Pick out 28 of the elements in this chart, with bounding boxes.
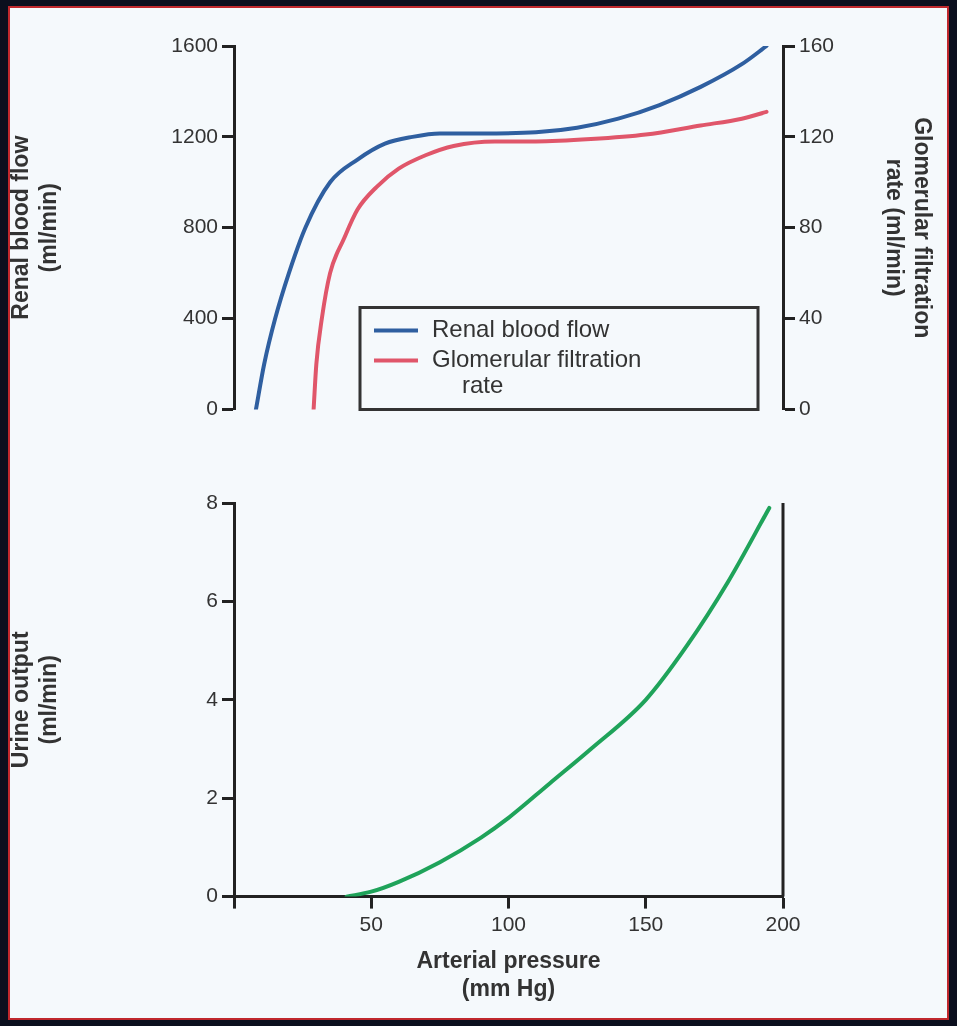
y-tick-label: 1200 bbox=[171, 123, 218, 147]
y-tick-label: 0 bbox=[206, 396, 218, 420]
y-tick-label: 800 bbox=[182, 214, 218, 238]
y2-tick-label: 80 bbox=[799, 214, 823, 238]
y-tick-label: 0 bbox=[206, 883, 218, 907]
x-tick-label: 100 bbox=[490, 912, 527, 935]
y2-tick-label: 160 bbox=[799, 32, 835, 56]
y-tick-label: 6 bbox=[206, 588, 218, 612]
y-tick-label: 8 bbox=[206, 489, 218, 513]
y-tick-label: 4 bbox=[206, 686, 219, 710]
legend-label: Renal blood flow bbox=[432, 315, 611, 343]
y2-axis-title: Glomerular filtration rate (ml/min) bbox=[882, 117, 936, 339]
y2-tick-label: 0 bbox=[799, 396, 811, 420]
line-series bbox=[253, 46, 769, 410]
x-axis-title: Arterial pressure (mm Hg) bbox=[416, 946, 601, 1001]
x-tick-label: 150 bbox=[628, 912, 664, 935]
line-series bbox=[311, 109, 769, 410]
y-axis-title: Renal blood flow (ml/min) bbox=[7, 135, 61, 320]
y-tick-label: 1600 bbox=[171, 32, 218, 56]
legend-label: Glomerular filtration rate bbox=[432, 345, 642, 399]
y-axis-title: Urine output (ml/min) bbox=[7, 631, 61, 769]
x-tick-label: 200 bbox=[765, 912, 801, 935]
y2-tick-label: 120 bbox=[799, 123, 835, 147]
y2-tick-label: 40 bbox=[799, 305, 823, 329]
line-series bbox=[344, 505, 772, 897]
y-tick-label: 2 bbox=[206, 785, 218, 808]
x-tick-label: 50 bbox=[359, 912, 383, 935]
y-tick-label: 400 bbox=[182, 305, 218, 329]
